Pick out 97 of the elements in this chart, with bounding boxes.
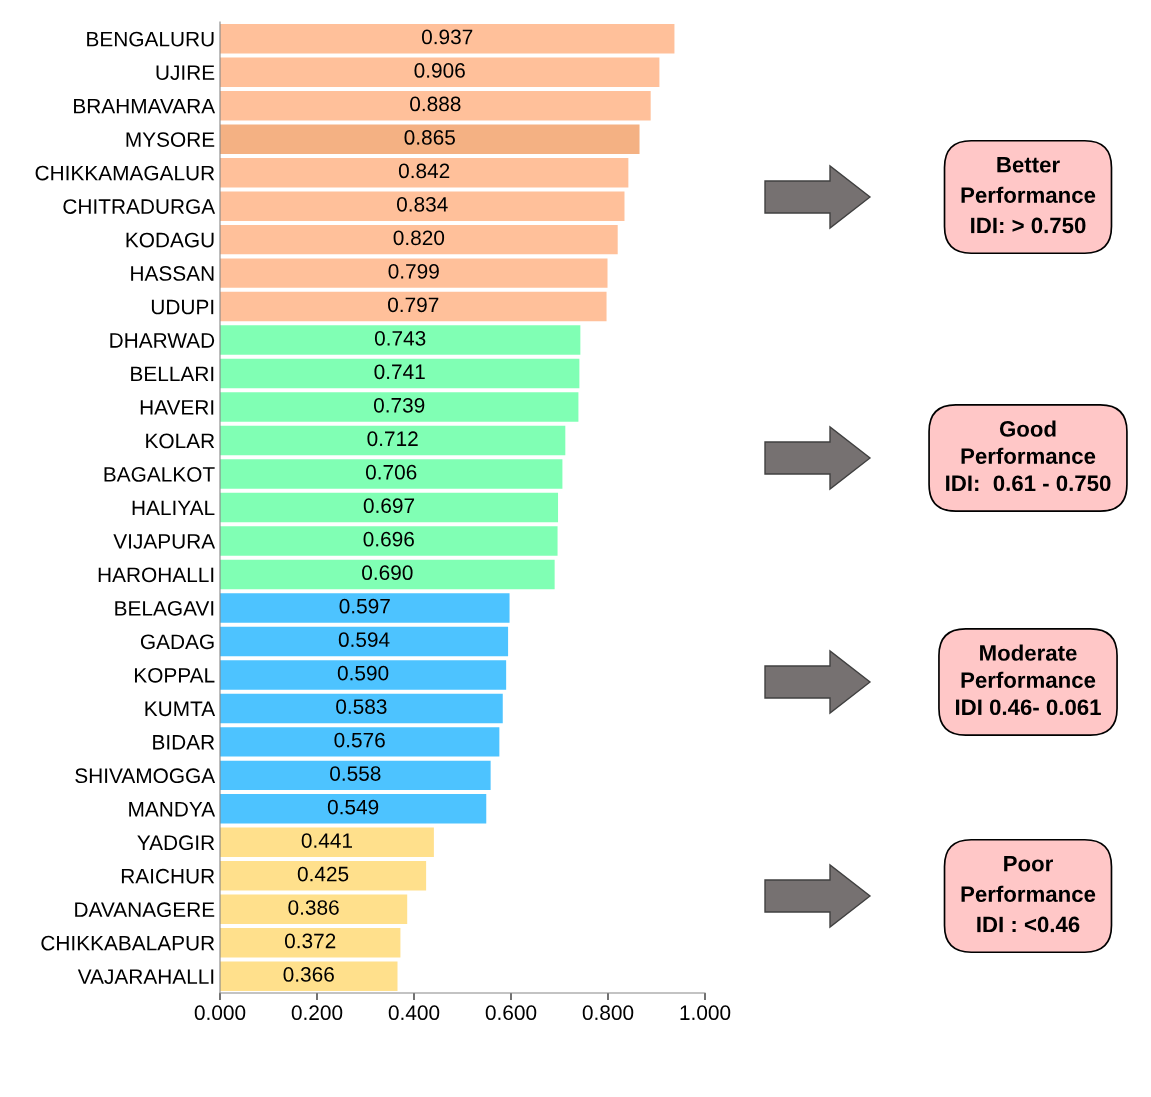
bar bbox=[220, 291, 607, 322]
text: Poor Performance IDI : <0.46 bbox=[961, 856, 1096, 933]
data-label: 0.697 bbox=[363, 498, 415, 514]
y-tick-label: MANDYA bbox=[129, 802, 216, 817]
bar bbox=[220, 24, 675, 54]
bar bbox=[220, 660, 507, 690]
bar bbox=[220, 425, 566, 456]
y-tick-label: HASSAN bbox=[131, 266, 214, 281]
data-label: 0.366 bbox=[283, 967, 334, 982]
data-label: 0.590 bbox=[337, 665, 389, 681]
y-tick-label: KOPPAL bbox=[135, 667, 215, 683]
y-tick-label: VIJAPURA bbox=[113, 534, 216, 549]
data-label: 0.834 bbox=[396, 197, 448, 212]
bar bbox=[220, 124, 640, 154]
y-tick-label: KODAGU bbox=[126, 232, 214, 248]
y-tick-label: HAROHALLI bbox=[98, 567, 214, 583]
data-label: 0.690 bbox=[362, 565, 413, 581]
y-tick-label: SHIVAMOGGA bbox=[75, 768, 216, 784]
data-label: 0.797 bbox=[388, 297, 439, 313]
bar bbox=[220, 928, 401, 958]
data-label: 0.937 bbox=[421, 29, 473, 45]
bar bbox=[220, 827, 434, 858]
data-label: 0.739 bbox=[373, 397, 425, 413]
bar bbox=[220, 760, 491, 791]
y-tick-label: UJIRE bbox=[156, 65, 215, 80]
y-tick-label: DAVANAGERE bbox=[75, 902, 215, 918]
y-tick-label: GADAG bbox=[140, 634, 214, 650]
bar bbox=[220, 57, 660, 87]
data-label: 0.558 bbox=[330, 766, 381, 781]
bar bbox=[220, 492, 559, 523]
y-tick-label: CHIKKABALAPUR bbox=[41, 935, 215, 951]
bar bbox=[220, 626, 509, 657]
data-label: 0.865 bbox=[404, 130, 455, 145]
x-tick-label: 1.000 bbox=[680, 1005, 731, 1021]
x-tick-label: 0.800 bbox=[582, 1005, 634, 1021]
y-tick-label: KUMTA bbox=[145, 701, 216, 717]
y-tick-label: DHARWAD bbox=[110, 333, 215, 348]
y-tick-label: RAICHUR bbox=[121, 868, 215, 884]
data-label: 0.549 bbox=[327, 799, 379, 815]
data-label: 0.741 bbox=[374, 364, 425, 380]
bar bbox=[220, 224, 618, 255]
y-tick-label: BELAGAVI bbox=[115, 600, 214, 616]
bar bbox=[220, 157, 629, 188]
x-tick-label: 0.400 bbox=[388, 1005, 440, 1021]
x-tick-label: 0.600 bbox=[485, 1005, 537, 1021]
y-tick-label: BAGALKOT bbox=[104, 467, 215, 482]
data-label: 0.799 bbox=[388, 263, 439, 279]
y-tick-label: KOLAR bbox=[146, 433, 215, 449]
bar bbox=[220, 191, 625, 221]
data-label: 0.888 bbox=[410, 96, 461, 112]
bar bbox=[220, 961, 398, 991]
bar bbox=[220, 526, 558, 556]
data-label: 0.583 bbox=[336, 699, 387, 714]
bar bbox=[220, 693, 503, 724]
bar bbox=[220, 727, 500, 757]
text: Good Performance IDI: 0.61 - 0.750 bbox=[946, 420, 1111, 492]
y-tick-label: CHIKKAMAGALUR bbox=[35, 165, 215, 181]
bar bbox=[220, 392, 579, 422]
data-label: 0.576 bbox=[334, 732, 385, 748]
bar bbox=[220, 861, 427, 891]
y-tick-label: YADGIR bbox=[137, 835, 215, 851]
data-label: 0.696 bbox=[363, 531, 414, 547]
y-tick-label: UDUPI bbox=[151, 299, 214, 315]
data-label: 0.386 bbox=[288, 900, 339, 915]
x-tick-label: 0.200 bbox=[291, 1005, 343, 1021]
data-label: 0.712 bbox=[367, 431, 418, 447]
y-tick-label: HAVERI bbox=[140, 400, 214, 415]
y-tick-label: VAJARAHALLI bbox=[77, 969, 214, 985]
y-tick-label: CHITRADURGA bbox=[63, 199, 216, 214]
bar bbox=[220, 593, 510, 623]
bar bbox=[220, 90, 651, 121]
bar bbox=[220, 459, 563, 489]
y-tick-label: HALIYAL bbox=[132, 500, 215, 516]
data-label: 0.372 bbox=[284, 933, 336, 949]
y-tick-label: MYSORE bbox=[126, 132, 215, 147]
bar bbox=[220, 325, 581, 355]
data-label: 0.743 bbox=[374, 330, 426, 346]
y-tick-label: BENGALURU bbox=[87, 31, 214, 47]
data-label: 0.820 bbox=[393, 230, 445, 246]
text: Better Performance IDI: > 0.750 bbox=[961, 157, 1096, 234]
bar bbox=[220, 794, 487, 824]
text: Moderate Performance IDI 0.46- 0.061 bbox=[955, 644, 1101, 716]
data-label: 0.594 bbox=[338, 632, 390, 648]
y-tick-label: BIDAR bbox=[153, 735, 215, 750]
data-label: 0.597 bbox=[339, 598, 390, 614]
data-label: 0.441 bbox=[301, 833, 352, 848]
data-label: 0.842 bbox=[398, 163, 450, 179]
y-tick-label: BELLARI bbox=[131, 366, 214, 382]
bar bbox=[220, 358, 580, 389]
data-label: 0.706 bbox=[365, 464, 417, 480]
bar bbox=[220, 559, 555, 590]
data-label: 0.906 bbox=[414, 63, 465, 78]
y-tick-label: BRAHMAVARA bbox=[74, 98, 216, 114]
bar bbox=[220, 894, 408, 925]
x-tick-label: 0.000 bbox=[194, 1005, 246, 1021]
data-label: 0.425 bbox=[297, 866, 349, 882]
bar bbox=[220, 258, 608, 288]
